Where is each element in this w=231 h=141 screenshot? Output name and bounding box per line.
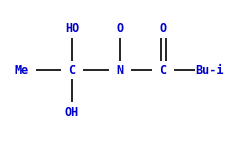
Text: C: C [68,63,76,77]
Text: Me: Me [15,63,29,77]
Text: O: O [116,21,124,35]
Text: HO: HO [65,21,79,35]
Text: Bu-i: Bu-i [196,63,224,77]
Text: N: N [116,63,124,77]
Text: O: O [159,21,167,35]
Text: C: C [159,63,167,77]
Text: OH: OH [65,105,79,118]
